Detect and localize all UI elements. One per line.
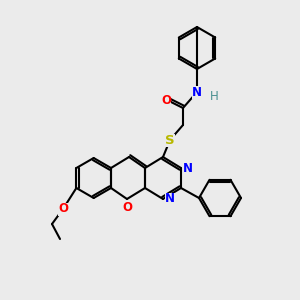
Text: N: N	[165, 193, 175, 206]
Text: O: O	[58, 202, 68, 215]
Text: H: H	[210, 89, 219, 103]
Text: N: N	[192, 85, 202, 98]
Text: N: N	[183, 161, 193, 175]
Text: O: O	[122, 201, 132, 214]
Text: S: S	[165, 134, 175, 146]
Text: O: O	[161, 94, 171, 106]
